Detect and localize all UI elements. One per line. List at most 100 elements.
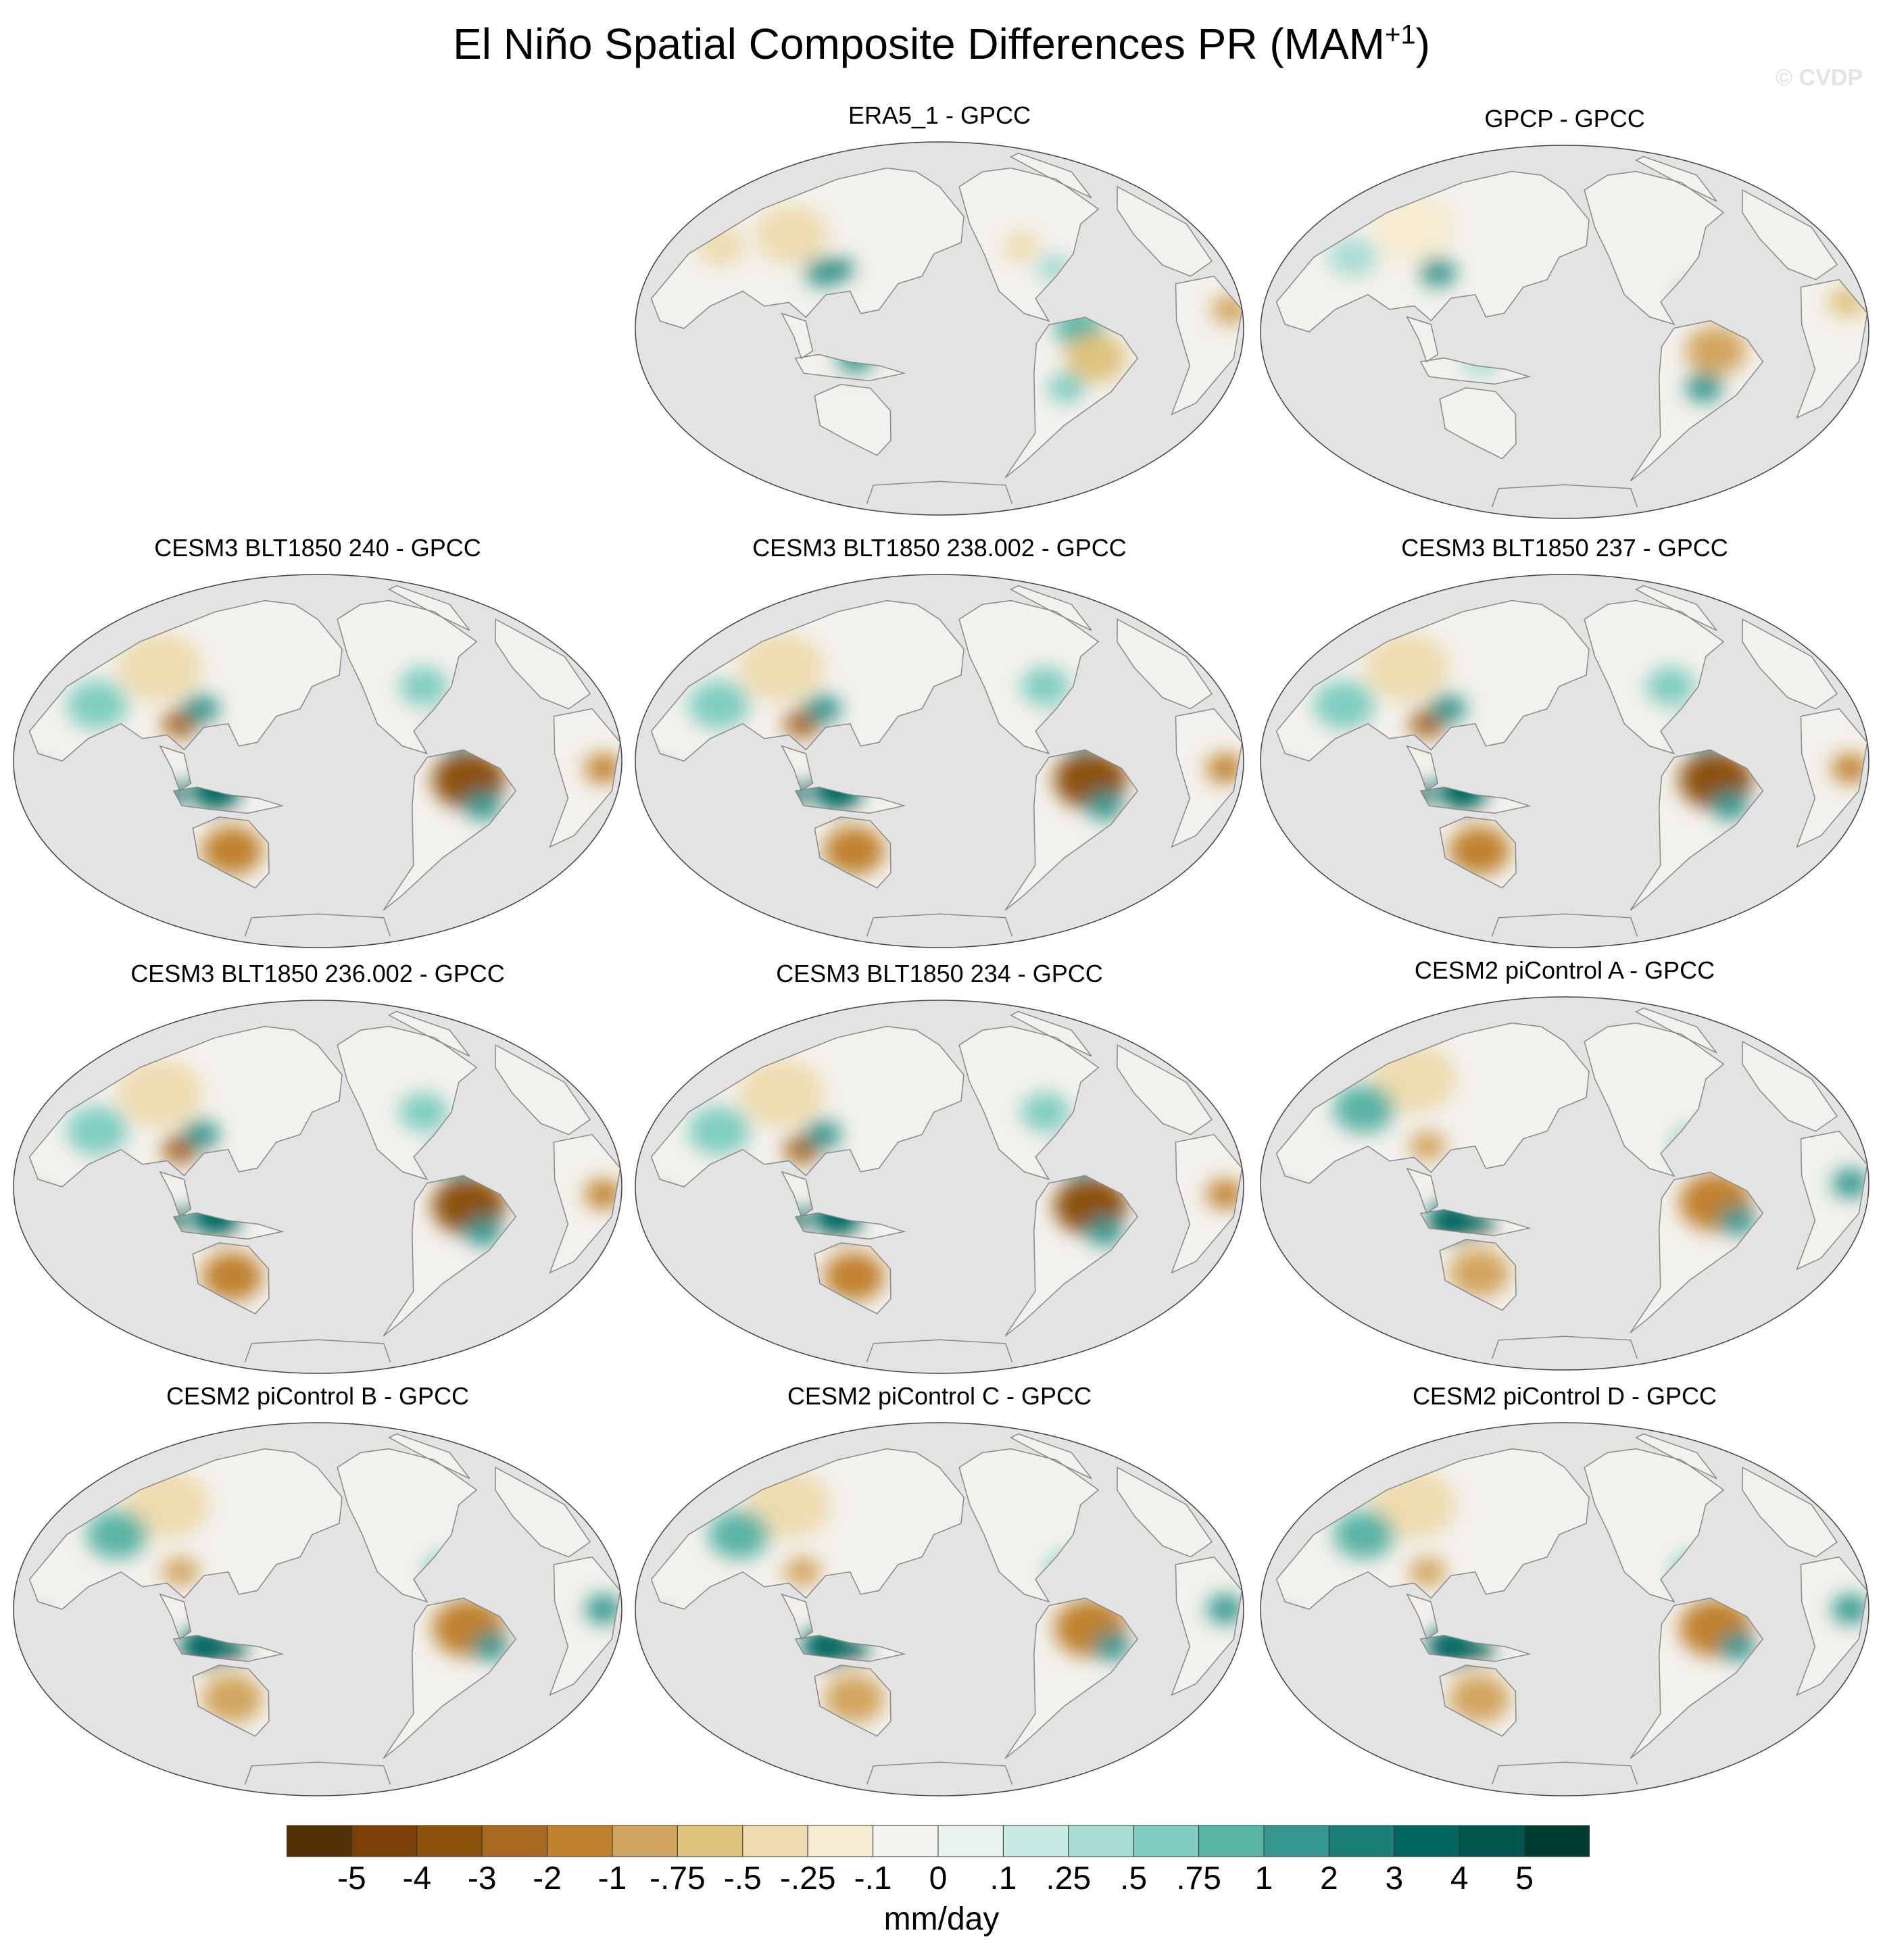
map-frame	[1260, 145, 1869, 519]
coastline-seasia	[781, 312, 814, 360]
coastline-samerica	[1004, 1175, 1139, 1337]
anomaly-region	[66, 1106, 128, 1156]
anomaly-region	[117, 1059, 203, 1128]
coastline-australia	[192, 1665, 270, 1737]
world-map	[13, 574, 622, 948]
colorbar-box	[612, 1825, 678, 1857]
anomaly-region	[1021, 666, 1070, 706]
coastline-greenland	[1635, 585, 1717, 631]
anomaly-region	[1685, 326, 1746, 375]
colorbar-box	[1263, 1825, 1329, 1857]
coastline-europe	[1742, 1466, 1838, 1558]
anomaly-region	[585, 754, 620, 783]
anomaly-region	[464, 791, 502, 820]
coastline-namerica	[1584, 1448, 1725, 1603]
colorbar-box	[1198, 1825, 1265, 1857]
coastline-greenland	[1010, 1010, 1092, 1057]
anomaly-region	[1206, 1179, 1242, 1209]
anomaly-region	[1048, 373, 1085, 403]
panel-title: CESM2 piControl C - GPCC	[787, 1382, 1092, 1410]
map-frame	[1260, 1422, 1869, 1796]
coastline-indonesia	[1419, 1634, 1532, 1663]
colorbar-tick-label: 0	[929, 1861, 948, 1896]
coastline-asia	[1275, 599, 1590, 762]
anomaly-region	[1419, 258, 1457, 287]
coastline-samerica	[383, 1175, 517, 1337]
map-panel: ERA5_1 - GPCC	[629, 101, 1250, 520]
coastline-samerica	[383, 1597, 517, 1759]
colorbar-tick-label: 2	[1320, 1861, 1338, 1896]
coastline-seasia	[159, 1593, 192, 1640]
coastline-antarctica	[866, 1761, 1013, 1785]
colorbar-box	[1068, 1825, 1134, 1857]
colorbar-box	[1524, 1825, 1590, 1857]
world-map	[1260, 1422, 1869, 1796]
world-map	[13, 1422, 622, 1796]
colorbar-tick-label: 5	[1515, 1861, 1534, 1896]
coastline-namerica	[958, 167, 1100, 322]
colorbar-tick-label: .75	[1176, 1861, 1221, 1896]
anomaly-region	[1003, 231, 1040, 262]
panel-title: CESM3 BLT1850 237 - GPCC	[1401, 534, 1728, 562]
coastline-africa	[1171, 1556, 1243, 1696]
coastline-greenland	[388, 1010, 470, 1057]
anomaly-region	[1364, 633, 1450, 702]
anomaly-region	[201, 1674, 263, 1723]
coastline-antarctica	[1491, 1336, 1638, 1359]
map-frame	[635, 1422, 1244, 1796]
anomaly-region	[739, 633, 825, 702]
map-panel: CESM2 piControl C - GPCC	[629, 1382, 1250, 1801]
anomaly-region	[823, 826, 885, 875]
coastline-australia	[1439, 1239, 1517, 1311]
colorbar-box	[1459, 1825, 1525, 1857]
coastline-africa	[1796, 278, 1868, 419]
anomaly-region	[201, 826, 263, 875]
title-main: El Niño Spatial Composite Differences PR…	[453, 20, 1385, 68]
anomaly-region	[399, 1092, 448, 1132]
anomaly-region	[804, 694, 841, 724]
coastline-asia	[28, 599, 343, 762]
coastline-namerica	[1584, 1022, 1725, 1177]
coastline-seasia	[1406, 745, 1439, 792]
panel-title: CESM3 BLT1850 238.002 - GPCC	[752, 534, 1127, 562]
colorbar-boxes	[287, 1825, 1590, 1857]
coastline-greenland	[1635, 1007, 1717, 1054]
anomaly-region	[585, 1594, 620, 1624]
anomaly-region	[708, 1510, 770, 1559]
anomaly-region	[844, 1640, 869, 1661]
coastline-namerica	[337, 599, 478, 755]
coastline-asia	[1275, 1022, 1590, 1184]
colorbar-box	[807, 1825, 874, 1857]
cvdp-watermark: © CVDP	[1776, 65, 1863, 91]
coastline-asia	[28, 1025, 343, 1187]
anomaly-region	[1719, 1632, 1756, 1661]
anomaly-region	[688, 681, 750, 730]
coastline-indonesia	[1419, 786, 1532, 814]
coastline-australia	[814, 384, 891, 456]
coastline-africa	[549, 1556, 621, 1696]
coastline-samerica	[1004, 1597, 1139, 1759]
colorbar-box	[351, 1825, 418, 1857]
coastline-seasia	[781, 745, 814, 792]
coastline-indonesia	[794, 786, 906, 814]
coastline-samerica	[383, 749, 517, 911]
anomaly-region	[182, 694, 220, 724]
coastline-europe	[1117, 185, 1213, 277]
colorbar-tick-label: 4	[1450, 1861, 1469, 1896]
anomaly-region	[1206, 754, 1242, 783]
coastline-namerica	[958, 599, 1100, 755]
coastline-indonesia	[794, 353, 906, 382]
map-panel: CESM3 BLT1850 236.002 - GPCC	[7, 960, 629, 1379]
colorbar-tick-label: -.5	[723, 1861, 762, 1896]
anomaly-region	[1334, 1084, 1395, 1133]
anomaly-region	[784, 1557, 821, 1587]
coastline-samerica	[1630, 1171, 1764, 1333]
colorbar-tick-label: -5	[337, 1861, 366, 1896]
anomaly-region	[755, 205, 829, 265]
colorbar-tick-label: 3	[1385, 1861, 1404, 1896]
colorbar-box	[547, 1825, 613, 1857]
coastline-asia	[650, 167, 964, 329]
coastline-africa	[1171, 708, 1243, 848]
colorbar-tick-label: -1	[597, 1861, 627, 1896]
coastline-indonesia	[794, 1634, 906, 1663]
